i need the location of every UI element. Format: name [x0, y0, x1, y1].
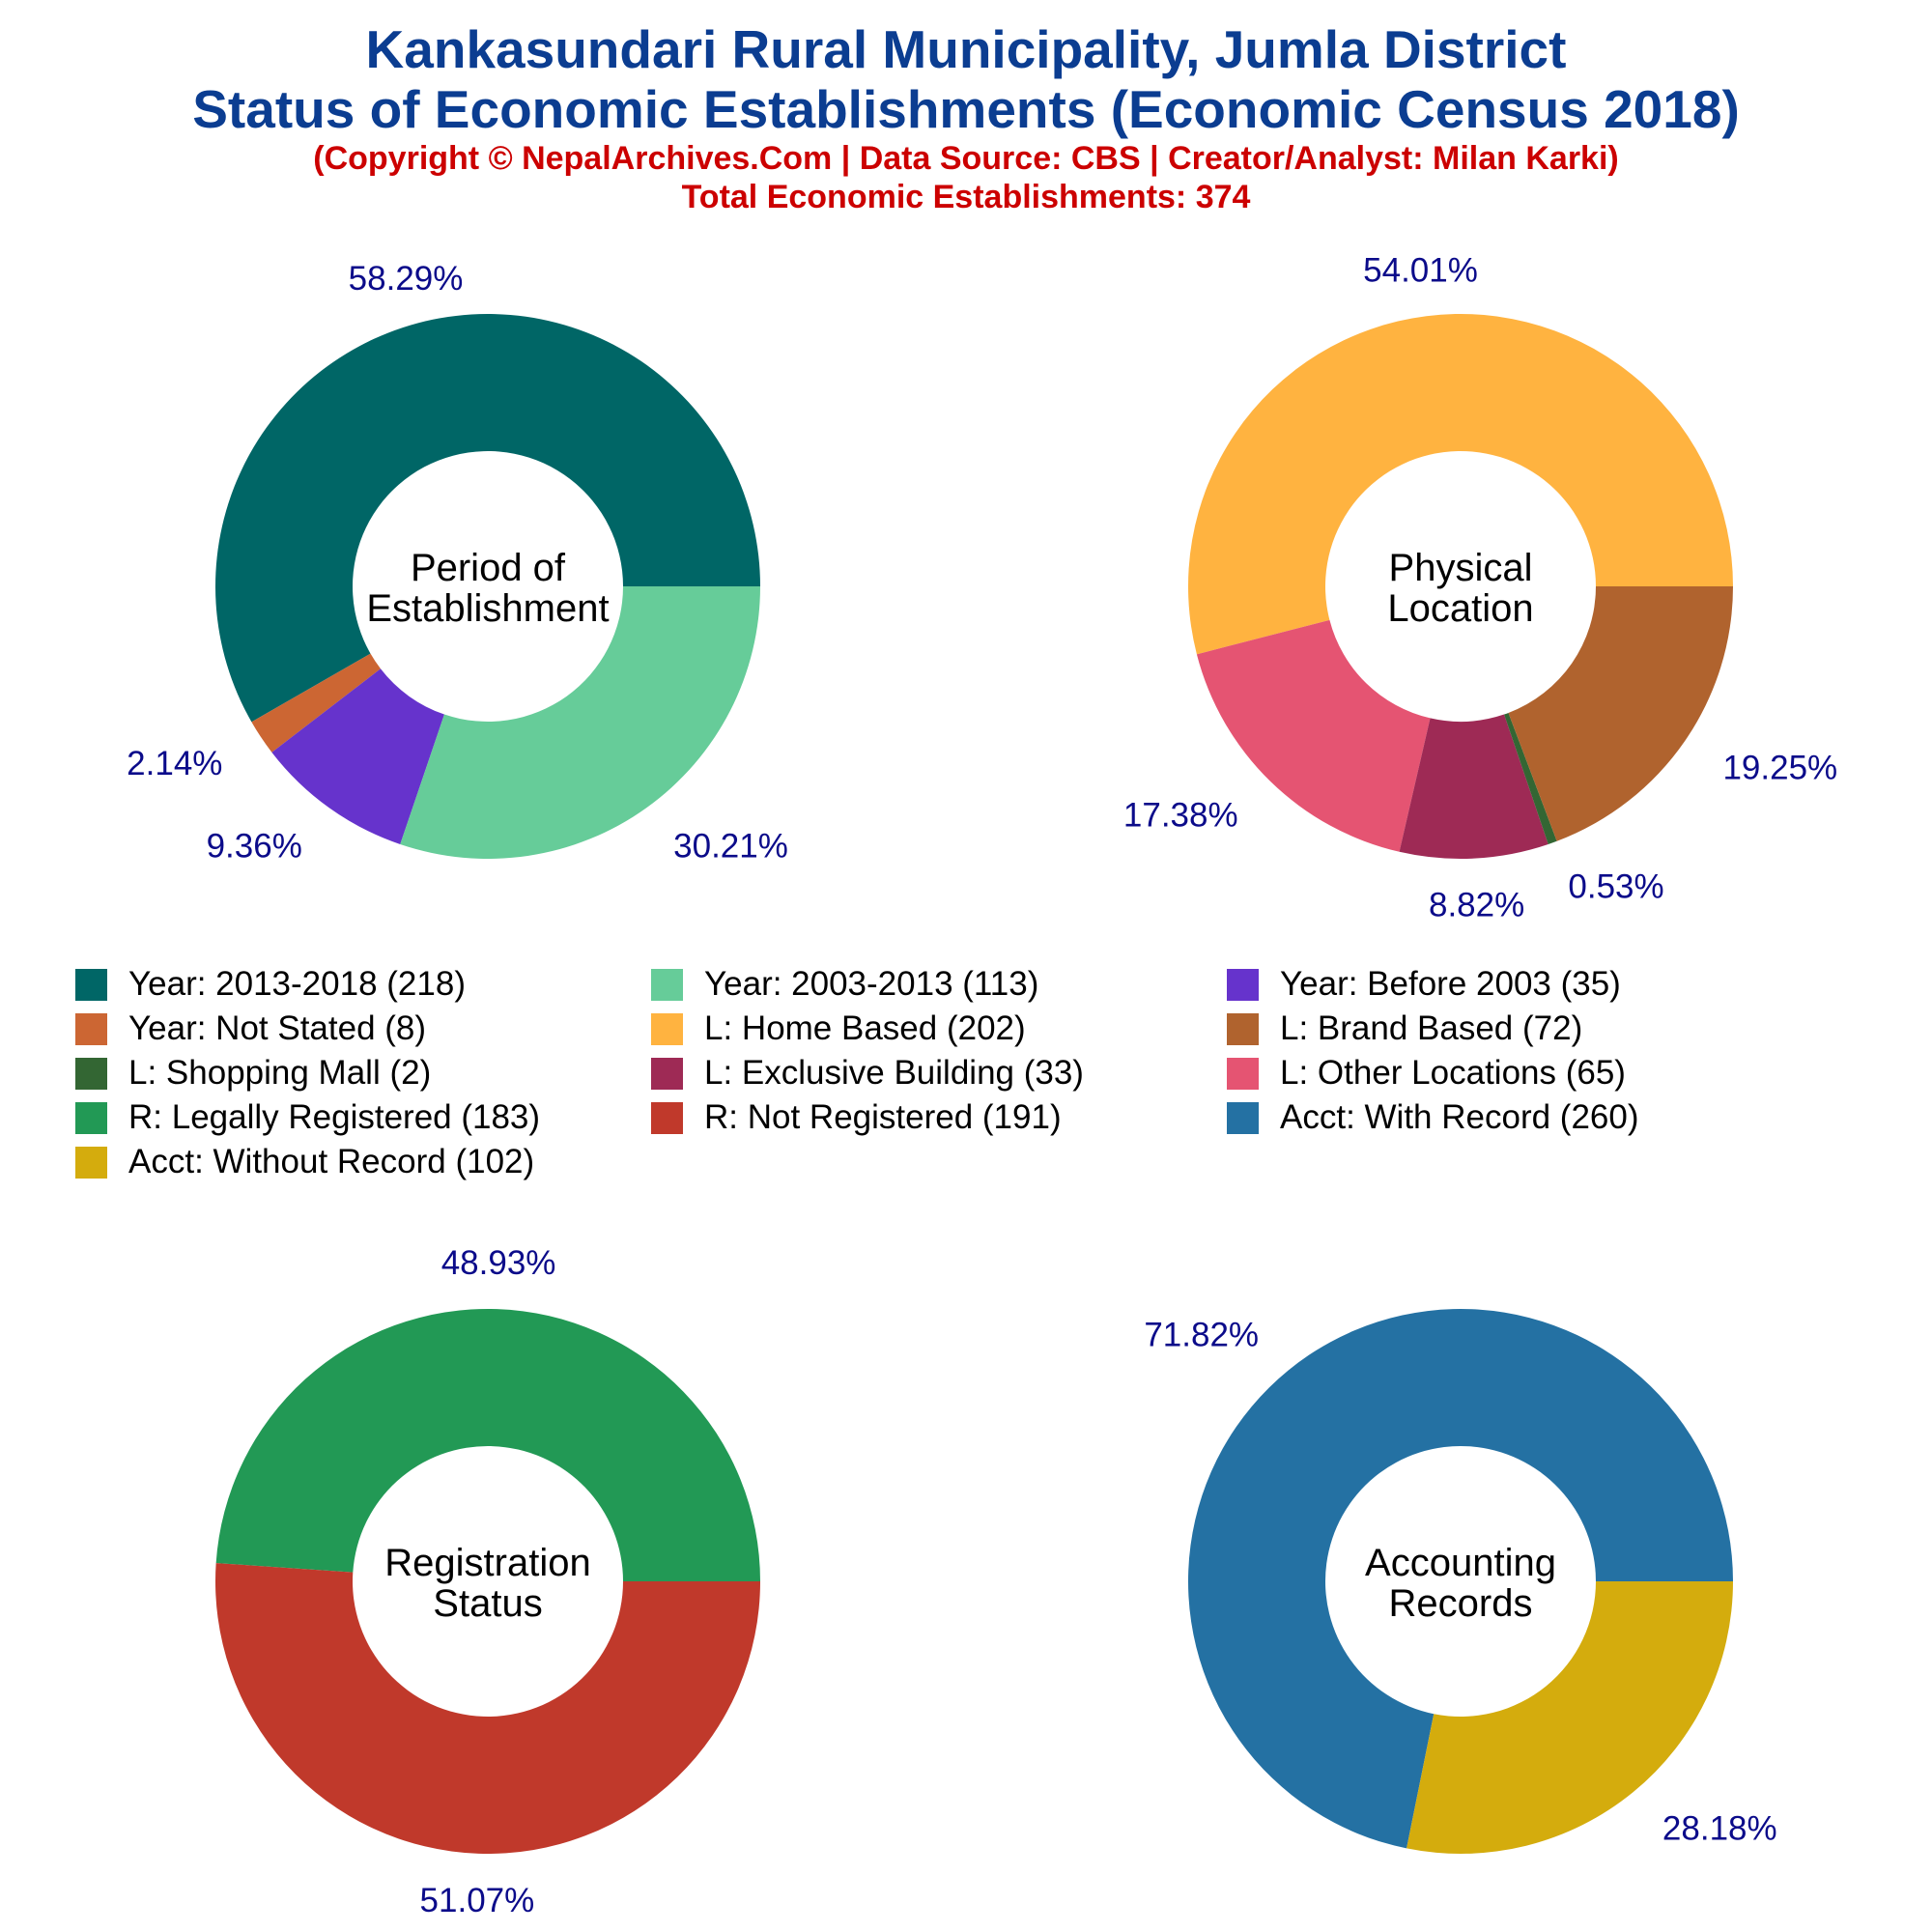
legend-label: Year: Not Stated (8) — [128, 1009, 427, 1047]
accounting-center-label-0: Accounting — [1365, 1542, 1556, 1584]
period-pct-label-1: 2.14% — [127, 745, 222, 782]
title-line-2: Status of Economic Establishments (Econo… — [192, 79, 1740, 139]
legend-label: Year: 2013-2018 (218) — [128, 965, 466, 1003]
location-slice-1 — [1196, 619, 1431, 852]
location-pct-label-1: 17.38% — [1123, 796, 1238, 834]
legend-item: L: Brand Based (72) — [1227, 1007, 1803, 1051]
location-slice-0 — [1187, 313, 1733, 655]
title-line-1: Kankasundari Rural Municipality, Jumla D… — [365, 19, 1567, 79]
legend-swatch — [651, 1012, 683, 1045]
legend-item: Year: Not Stated (8) — [75, 1007, 651, 1051]
legend-swatch — [75, 1012, 107, 1045]
copyright-line: (Copyright © NepalArchives.Com | Data So… — [313, 140, 1619, 177]
legend-row: Year: 2013-2018 (218) Year: 2003-2013 (11… — [75, 962, 1911, 1007]
legend-item: R: Legally Registered (183) — [75, 1095, 651, 1140]
legend-swatch — [75, 1101, 107, 1134]
legend-item: Year: 2003-2013 (113) — [651, 962, 1227, 1007]
location-pct-label-4: 19.25% — [1722, 750, 1837, 787]
registration-center-label-0: Registration — [384, 1542, 590, 1584]
legend-swatch — [1227, 1012, 1259, 1045]
legend-label: Acct: Without Record (102) — [128, 1143, 535, 1180]
legend-label: Year: 2003-2013 (113) — [704, 965, 1039, 1003]
legend-item: L: Home Based (202) — [651, 1007, 1227, 1051]
accounting-center-label-1: Records — [1389, 1582, 1533, 1625]
location-pct-label-2: 8.82% — [1429, 887, 1524, 924]
registration-pct-label-1: 51.07% — [420, 1882, 535, 1919]
legend-swatch — [651, 1101, 683, 1134]
location-slice-3 — [1504, 712, 1557, 845]
location-center-label-1: Location — [1387, 587, 1533, 630]
location-pct-label-3: 0.53% — [1568, 868, 1663, 906]
location-slice-2 — [1399, 714, 1548, 859]
period-center-label-0: Period of — [411, 547, 566, 589]
legend-label: L: Shopping Mall (2) — [128, 1054, 432, 1092]
legend-label: L: Other Locations (65) — [1280, 1054, 1626, 1092]
legend-item: L: Shopping Mall (2) — [75, 1051, 651, 1095]
legend-label: L: Brand Based (72) — [1280, 1009, 1583, 1047]
accounting-slice-0 — [1188, 1309, 1733, 1849]
location-center-label-0: Physical — [1389, 547, 1533, 589]
period-slice-2 — [271, 668, 444, 845]
legend-label: R: Legally Registered (183) — [128, 1098, 541, 1136]
legend-swatch — [1227, 1101, 1259, 1134]
legend-swatch — [75, 1146, 107, 1179]
period-slice-0 — [214, 313, 760, 723]
legend-label: L: Home Based (202) — [704, 1009, 1026, 1047]
legend-row: Acct: Without Record (102) — [75, 1140, 1911, 1184]
legend-label: Year: Before 2003 (35) — [1280, 965, 1621, 1003]
legend-row: Year: Not Stated (8) L: Home Based (202) L… — [75, 1007, 1911, 1051]
legend-swatch — [75, 1057, 107, 1090]
legend-label: R: Not Registered (191) — [704, 1098, 1062, 1136]
registration-pct-label-0: 48.93% — [441, 1244, 556, 1282]
legend-item: R: Not Registered (191) — [651, 1095, 1227, 1140]
period-slice-3 — [400, 586, 760, 859]
legend-swatch — [651, 1057, 683, 1090]
legend-item: L: Other Locations (65) — [1227, 1051, 1803, 1095]
accounting-slice-1 — [1406, 1581, 1733, 1854]
legend: Year: 2013-2018 (218) Year: 2003-2013 (11… — [75, 962, 1911, 1184]
registration-slice-0 — [215, 1309, 761, 1581]
location-pct-label-0: 54.01% — [1363, 252, 1478, 290]
legend-label: Acct: With Record (260) — [1280, 1098, 1639, 1136]
chart-header: Kankasundari Rural Municipality, Jumla D… — [0, 19, 1932, 216]
legend-swatch — [1227, 1057, 1259, 1090]
legend-item: Acct: Without Record (102) — [75, 1140, 651, 1184]
legend-item: Year: Before 2003 (35) — [1227, 962, 1803, 1007]
legend-item: Acct: With Record (260) — [1227, 1095, 1803, 1140]
location-slice-4 — [1508, 586, 1733, 841]
legend-row: R: Legally Registered (183) R: Not Regist… — [75, 1095, 1911, 1140]
total-line: Total Economic Establishments: 374 — [681, 179, 1251, 215]
legend-item: Year: 2013-2018 (218) — [75, 962, 651, 1007]
period-pct-label-3: 30.21% — [673, 827, 788, 865]
legend-item: L: Exclusive Building (33) — [651, 1051, 1227, 1095]
period-pct-label-2: 9.36% — [207, 827, 302, 865]
legend-swatch — [1227, 968, 1259, 1001]
period-slice-1 — [251, 653, 381, 753]
legend-swatch — [651, 968, 683, 1001]
registration-slice-1 — [214, 1563, 760, 1855]
legend-row: L: Shopping Mall (2) L: Exclusive Buildin… — [75, 1051, 1911, 1095]
legend-label: L: Exclusive Building (33) — [704, 1054, 1084, 1092]
legend-swatch — [75, 968, 107, 1001]
period-center-label-1: Establishment — [366, 587, 609, 630]
period-pct-label-0: 58.29% — [349, 260, 464, 298]
accounting-pct-label-0: 71.82% — [1144, 1317, 1259, 1354]
registration-center-label-1: Status — [433, 1582, 542, 1625]
accounting-pct-label-1: 28.18% — [1662, 1809, 1777, 1847]
